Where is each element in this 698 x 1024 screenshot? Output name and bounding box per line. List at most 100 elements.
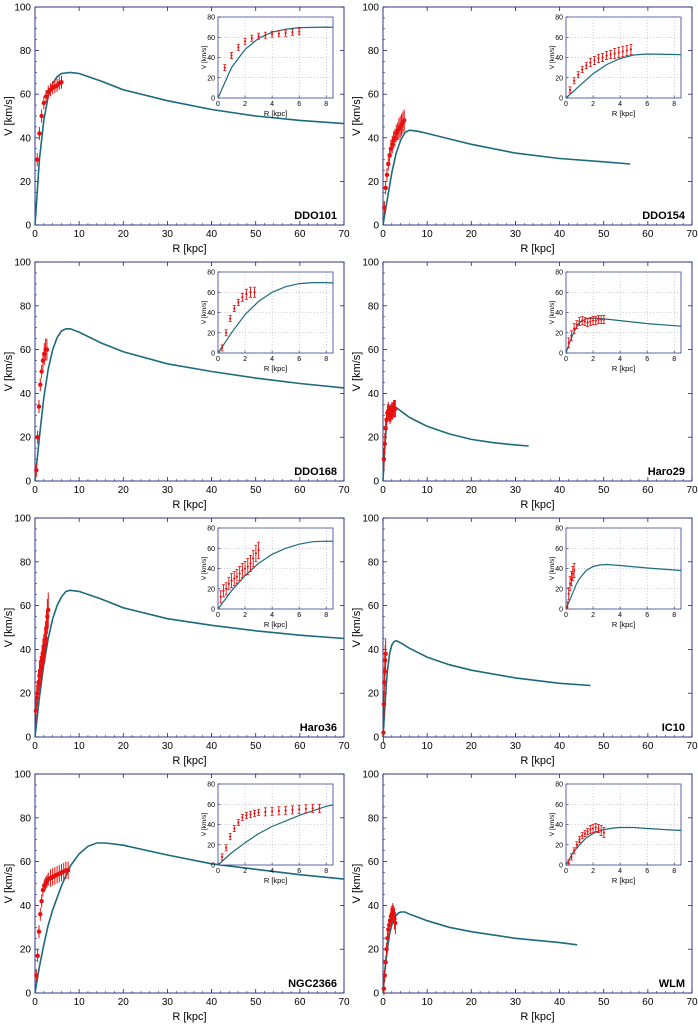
galaxy-name: Haro36 [300, 722, 337, 734]
inset-x-tick-label: 2 [243, 612, 247, 619]
galaxy-name: DDO154 [642, 210, 686, 222]
inset-x-tick-label: 4 [270, 612, 274, 619]
y-tick-label: 60 [20, 90, 32, 101]
inset-x-tick-label: 4 [618, 101, 622, 108]
inset-x-tick-label: 0 [564, 101, 568, 108]
inset-y-axis-label: V [km/s] [549, 557, 556, 581]
inset-data-point [223, 66, 226, 69]
x-axis-label: R [kpc] [172, 243, 206, 255]
y-tick-label: 80 [368, 813, 380, 824]
x-tick-label: 30 [510, 485, 522, 496]
inset-x-axis-label: R [kpc] [264, 620, 287, 629]
inset-y-tick-label: 80 [555, 526, 563, 533]
y-tick-label: 80 [20, 46, 32, 57]
inset-data-point [245, 293, 248, 296]
galaxy-name: DDO168 [294, 466, 337, 478]
inset-y-tick-label: 40 [207, 566, 215, 573]
y-tick-label: 60 [368, 857, 380, 868]
inset-data-point [229, 835, 232, 838]
inset-data-point [591, 319, 595, 322]
data-point [34, 973, 39, 978]
inset-data-point [583, 320, 587, 323]
x-axis-label: R [kpc] [172, 1011, 206, 1023]
data-point [39, 898, 44, 904]
inset-data-point [237, 821, 240, 824]
inset-data-point [571, 572, 574, 575]
inset-y-tick-label: 40 [555, 566, 563, 573]
x-tick-label: 30 [162, 997, 174, 1008]
y-tick-label: 0 [373, 477, 379, 488]
inset-model-curve [217, 282, 334, 354]
y-tick-label: 80 [368, 46, 380, 57]
inset-data-point [249, 813, 252, 816]
x-tick-label: 30 [162, 485, 174, 496]
y-tick-label: 80 [368, 557, 380, 568]
data-point [393, 920, 398, 926]
inset-model-curve [565, 563, 682, 610]
data-point [381, 701, 387, 707]
inset-data-point [230, 54, 233, 57]
x-tick-label: 60 [642, 229, 654, 240]
inset-data-point [609, 53, 612, 56]
inset-y-tick-label: 0 [559, 607, 563, 614]
data-point [382, 973, 387, 978]
inset-x-tick-label: 0 [564, 868, 568, 875]
inset-data-point [613, 52, 616, 55]
inset-data-point [241, 816, 244, 819]
data-point [35, 435, 40, 440]
model-curve [382, 911, 578, 994]
inset-data-point [227, 582, 230, 585]
inset-x-axis-label: R [kpc] [264, 109, 287, 118]
y-tick-label: 60 [368, 601, 380, 612]
inset-y-tick-label: 20 [555, 75, 563, 82]
inset-data-point [581, 834, 584, 837]
y-tick-label: 100 [362, 514, 379, 525]
data-point [381, 986, 387, 991]
y-axis-label: V [km/s] [3, 864, 15, 904]
x-tick-label: 0 [380, 229, 386, 240]
x-tick-label: 20 [466, 229, 478, 240]
inset-data-point [284, 809, 287, 812]
inset-data-point [578, 838, 581, 841]
galaxy-name: Haro29 [648, 466, 685, 478]
y-tick-label: 80 [20, 301, 32, 312]
inset-x-tick-label: 4 [270, 356, 274, 363]
x-tick-label: 50 [598, 229, 610, 240]
inset-y-tick-label: 0 [211, 96, 215, 103]
x-tick-label: 70 [338, 485, 350, 496]
galaxy-name: IC10 [662, 722, 685, 734]
x-tick-label: 70 [686, 229, 698, 240]
inset-data-point [625, 49, 628, 52]
inset-data-point [271, 33, 274, 36]
x-tick-label: 0 [380, 485, 386, 496]
data-point [38, 382, 43, 387]
x-axis-label: R [kpc] [172, 499, 206, 511]
y-tick-label: 0 [373, 989, 379, 1000]
inset-y-tick-label: 0 [559, 351, 563, 358]
inset-data-point [225, 331, 228, 334]
x-tick-label: 40 [554, 485, 566, 496]
inset-data-point [252, 557, 255, 560]
inset-data-point [583, 832, 587, 835]
data-point [36, 929, 42, 934]
inset-y-tick-label: 20 [555, 842, 563, 849]
inset-y-tick-label: 60 [207, 546, 215, 553]
inset-y-tick-label: 20 [207, 75, 215, 82]
inset-x-tick-label: 4 [618, 612, 622, 619]
inset-data-point [573, 569, 576, 572]
x-tick-label: 10 [422, 229, 434, 240]
inset-x-tick-label: 2 [591, 356, 595, 363]
y-tick-label: 100 [362, 770, 379, 781]
inset-x-tick-label: 4 [618, 356, 622, 363]
x-tick-label: 60 [294, 741, 306, 752]
inset-data-point [594, 826, 597, 829]
inset-x-tick-label: 2 [243, 101, 247, 108]
y-axis-label: V [km/s] [351, 96, 363, 136]
y-tick-label: 20 [20, 177, 32, 188]
inset-y-tick-label: 0 [211, 607, 215, 614]
inset-x-axis-label: R [kpc] [612, 620, 635, 629]
